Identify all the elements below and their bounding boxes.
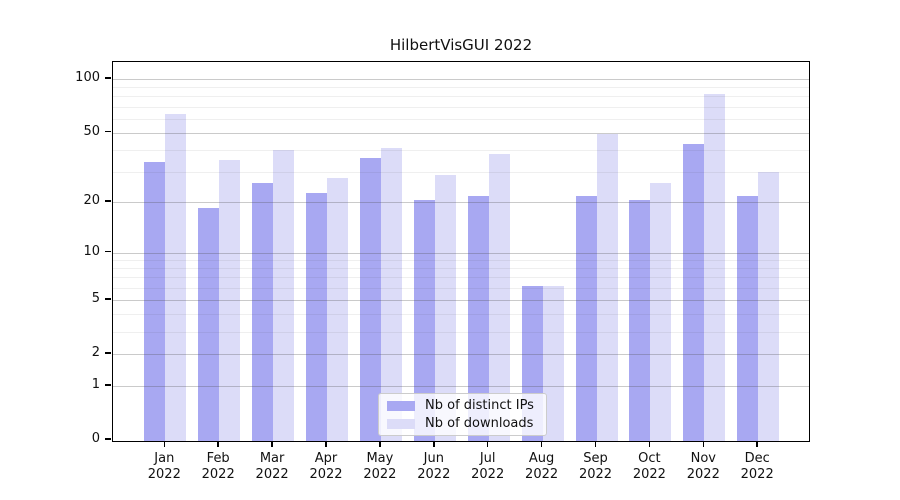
x-tick-apr bbox=[325, 442, 327, 447]
gridline-major-50 bbox=[113, 132, 809, 134]
x-tick-jun bbox=[433, 442, 435, 447]
x-tick-may bbox=[379, 442, 381, 447]
x-tick-jul bbox=[486, 442, 489, 447]
y-tick-label-1: 1 bbox=[91, 376, 100, 392]
bar-distinct-ips-jun bbox=[413, 200, 435, 441]
x-tick-label-mar: Mar 2022 bbox=[255, 451, 289, 482]
x-tick-nov bbox=[702, 442, 705, 447]
y-tick-0 bbox=[105, 438, 111, 440]
bar-downloads-mar bbox=[273, 149, 295, 441]
gridline-major-5 bbox=[113, 299, 809, 301]
gridline-minor-3 bbox=[113, 331, 809, 333]
bar-downloads-jun bbox=[434, 174, 456, 441]
legend-item-downloads: Nb of downloads bbox=[387, 416, 538, 431]
x-tick-label-jan: Jan 2022 bbox=[147, 451, 181, 482]
x-tick-jan bbox=[163, 442, 166, 447]
bar-downloads-jul bbox=[488, 153, 510, 441]
x-tick-label-feb: Feb 2022 bbox=[201, 451, 235, 482]
bar-distinct-ips-jul bbox=[467, 196, 489, 441]
bar-downloads-dec bbox=[758, 172, 780, 441]
chart-title: HilbertVisGUI 2022 bbox=[389, 36, 533, 54]
y-tick-50 bbox=[105, 130, 111, 133]
bar-downloads-oct bbox=[650, 183, 672, 441]
plot-area bbox=[112, 61, 810, 442]
bar-distinct-ips-oct bbox=[629, 200, 651, 441]
legend-swatch-downloads bbox=[387, 418, 415, 429]
y-tick-100 bbox=[105, 77, 111, 79]
gridline-minor-8 bbox=[113, 268, 809, 270]
x-tick-aug bbox=[540, 442, 543, 447]
y-tick-label-5: 5 bbox=[91, 290, 100, 306]
legend-label-distinct-ips: Nb of distinct IPs bbox=[425, 398, 534, 413]
gridline-minor-60 bbox=[113, 118, 809, 120]
gridline-minor-40 bbox=[113, 149, 809, 151]
x-tick-label-oct: Oct 2022 bbox=[632, 451, 666, 482]
bar-downloads-feb bbox=[219, 160, 241, 441]
bar-downloads-jan bbox=[165, 114, 187, 441]
bar-distinct-ips-may bbox=[359, 157, 381, 441]
x-tick-oct bbox=[648, 442, 651, 447]
y-tick-10 bbox=[105, 250, 111, 253]
gridline-major-100 bbox=[113, 79, 809, 81]
bar-distinct-ips-jan bbox=[144, 162, 166, 441]
gridline-minor-80 bbox=[113, 96, 809, 98]
y-tick-2 bbox=[105, 352, 111, 354]
x-tick-label-may: May 2022 bbox=[363, 451, 397, 482]
gridline-major-2 bbox=[113, 354, 809, 356]
bar-distinct-ips-apr bbox=[306, 192, 327, 441]
bar-downloads-nov bbox=[704, 94, 726, 441]
y-tick-5 bbox=[105, 298, 111, 300]
legend-swatch-distinct-ips bbox=[387, 400, 415, 411]
x-tick-label-jul: Jul 2022 bbox=[471, 451, 505, 482]
bar-distinct-ips-nov bbox=[683, 143, 705, 441]
y-tick-label-20: 20 bbox=[83, 193, 100, 208]
x-tick-feb bbox=[217, 442, 219, 447]
y-tick-label-50: 50 bbox=[83, 123, 100, 139]
gridline-minor-90 bbox=[113, 87, 809, 89]
x-tick-label-sep: Sep 2022 bbox=[578, 451, 613, 482]
x-tick-label-dec: Dec 2022 bbox=[740, 451, 774, 482]
gridline-major-1 bbox=[113, 385, 809, 387]
x-tick-label-nov: Nov 2022 bbox=[686, 451, 720, 482]
y-tick-label-100: 100 bbox=[75, 70, 100, 86]
gridline-major-20 bbox=[113, 202, 809, 203]
bar-downloads-apr bbox=[327, 177, 348, 441]
gridline-major-10 bbox=[113, 252, 809, 254]
x-tick-dec bbox=[756, 442, 758, 447]
gridline-minor-9 bbox=[113, 260, 809, 261]
y-tick-label-0: 0 bbox=[91, 431, 100, 446]
y-tick-20 bbox=[105, 200, 111, 202]
x-tick-label-aug: Aug 2022 bbox=[525, 451, 559, 482]
bar-distinct-ips-sep bbox=[575, 196, 597, 441]
gridline-minor-7 bbox=[113, 277, 809, 279]
legend: Nb of distinct IPs Nb of downloads bbox=[378, 393, 547, 436]
bar-distinct-ips-mar bbox=[252, 183, 274, 441]
gridline-minor-6 bbox=[113, 287, 809, 289]
x-tick-mar bbox=[271, 442, 273, 447]
y-tick-label-10: 10 bbox=[83, 243, 100, 259]
bar-downloads-aug bbox=[542, 285, 564, 441]
y-tick-label-2: 2 bbox=[91, 345, 100, 361]
gridline-minor-70 bbox=[113, 106, 809, 108]
legend-label-downloads: Nb of downloads bbox=[425, 416, 534, 431]
y-tick-1 bbox=[105, 384, 111, 386]
bar-downloads-may bbox=[380, 147, 402, 441]
x-tick-sep bbox=[594, 442, 597, 447]
legend-item-distinct-ips: Nb of distinct IPs bbox=[387, 398, 538, 413]
bar-distinct-ips-dec bbox=[737, 196, 759, 441]
bar-downloads-sep bbox=[596, 133, 618, 441]
gridline-minor-30 bbox=[113, 171, 809, 173]
x-tick-label-apr: Apr 2022 bbox=[309, 451, 343, 482]
x-tick-label-jun: Jun 2022 bbox=[417, 451, 451, 482]
gridline-minor-4 bbox=[113, 314, 809, 316]
bar-distinct-ips-feb bbox=[198, 207, 220, 441]
